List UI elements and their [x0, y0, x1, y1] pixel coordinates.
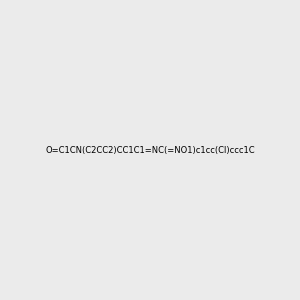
Text: O=C1CN(C2CC2)CC1C1=NC(=NO1)c1cc(Cl)ccc1C: O=C1CN(C2CC2)CC1C1=NC(=NO1)c1cc(Cl)ccc1C	[45, 146, 255, 154]
